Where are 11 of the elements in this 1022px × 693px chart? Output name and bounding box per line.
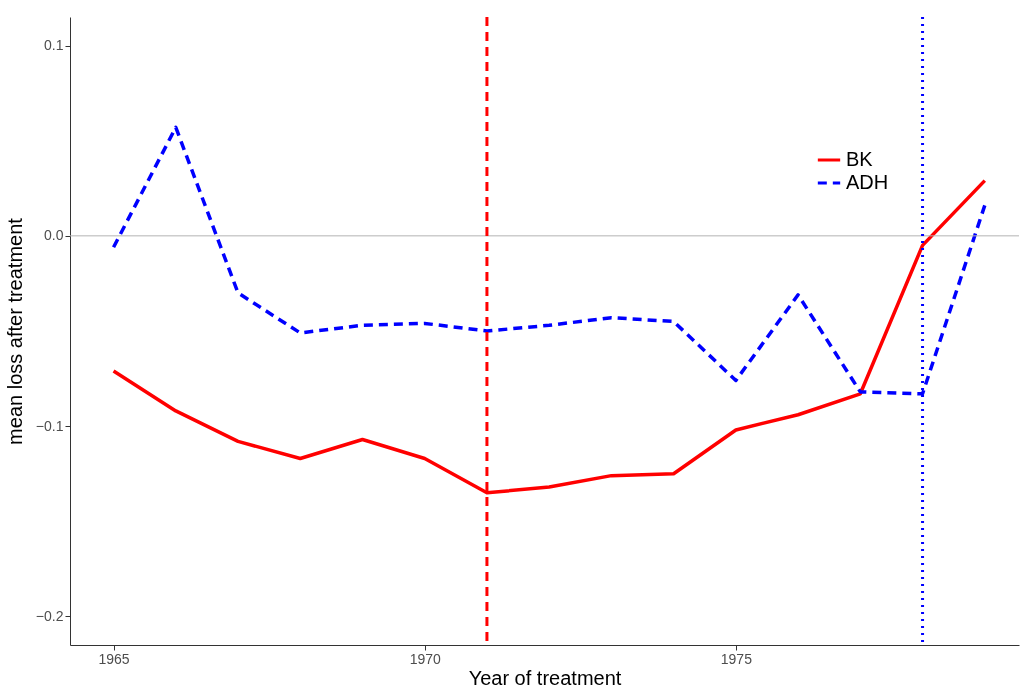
x-tick-label: 1970: [409, 650, 441, 667]
legend-label: BK: [846, 148, 874, 170]
y-tick-label: −0.2: [35, 607, 64, 624]
x-tick-label: 1965: [98, 650, 130, 667]
y-axis-title: mean loss after treatment: [3, 217, 26, 445]
legend-label: ADH: [846, 171, 889, 193]
y-tick-label: 0.0: [44, 227, 64, 244]
y-tick-label: −0.1: [35, 417, 64, 434]
y-tick-label: 0.1: [44, 37, 64, 54]
x-axis-title: Year of treatment: [468, 666, 622, 689]
x-tick-label: 1975: [720, 650, 753, 667]
